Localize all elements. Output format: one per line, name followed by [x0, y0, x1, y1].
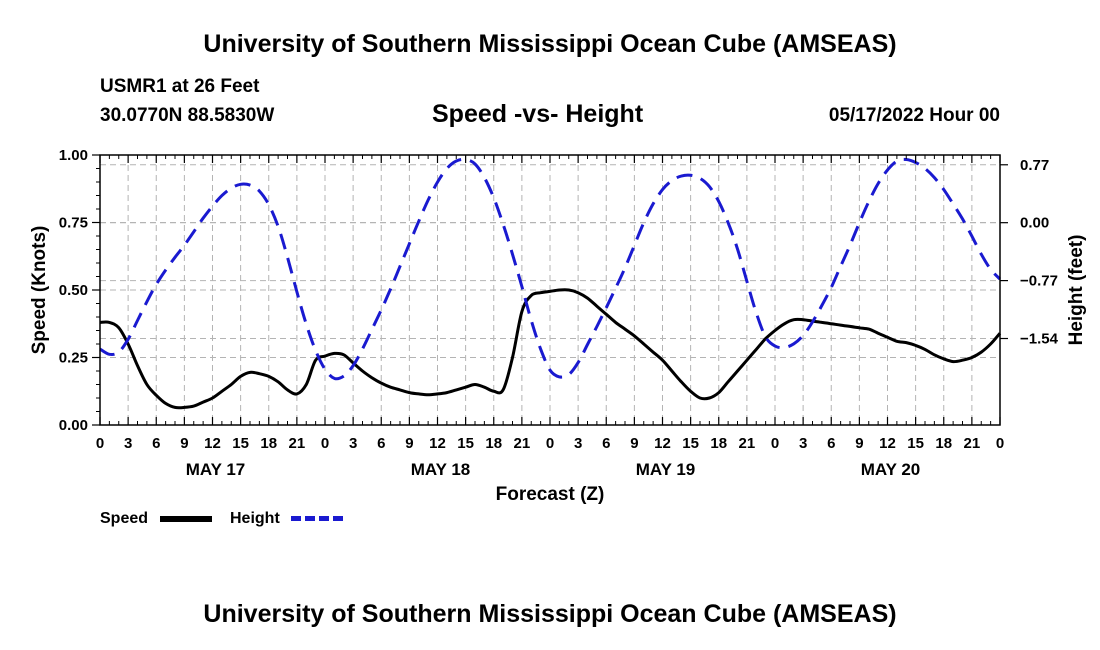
x-tick-label: 0 — [771, 435, 779, 452]
x-tick-label: 3 — [349, 435, 357, 452]
x-tick-label: 9 — [405, 435, 413, 452]
x-tick-label: 12 — [429, 435, 446, 452]
x-tick-label: 6 — [377, 435, 385, 452]
x-tick-label: 9 — [630, 435, 638, 452]
y2-tick-label: 0.77 — [1020, 157, 1049, 174]
grid — [100, 155, 1000, 425]
x-tick-label: 6 — [827, 435, 835, 452]
y-tick-label: 0.50 — [59, 282, 88, 299]
x-tick-label: 0 — [546, 435, 554, 452]
legend-height-swatch — [291, 516, 343, 521]
x-tick-label: 18 — [260, 435, 277, 452]
x-tick-label: 21 — [739, 435, 756, 452]
legend-height-label: Height — [230, 510, 280, 527]
height-series-line — [99, 157, 1002, 381]
y-tick-label: 1.00 — [59, 147, 88, 164]
x-tick-label: 9 — [855, 435, 863, 452]
x-tick-label: 3 — [124, 435, 132, 452]
day-label: MAY 20 — [861, 460, 921, 479]
x-tick-label: 12 — [204, 435, 221, 452]
day-label: MAY 19 — [636, 460, 696, 479]
y2-tick-label: −1.54 — [1020, 331, 1059, 348]
day-label: MAY 17 — [186, 460, 246, 479]
y-tick-label: 0.00 — [59, 417, 88, 434]
legend-speed-swatch — [160, 516, 212, 522]
x-axis-title: Forecast (Z) — [496, 484, 605, 505]
y-tick-label: 0.25 — [59, 350, 88, 367]
x-tick-label: 6 — [602, 435, 610, 452]
y2-tick-label: −0.77 — [1020, 273, 1058, 290]
y-axis-title: Speed (Knots) — [29, 226, 50, 355]
x-tick-label: 21 — [514, 435, 531, 452]
y-tick-label: 0.75 — [59, 215, 88, 232]
y2-axis-title: Height (feet) — [1066, 235, 1087, 346]
x-tick-label: 0 — [96, 435, 104, 452]
legend-speed-label: Speed — [100, 510, 149, 527]
axes: 0 3 6 9 12 15 18 21 0 3 6 9 12 15 18 21 0 3 6 9 12 15 18 21 0 3 6 9… — [59, 147, 1059, 479]
day-label: MAY 18 — [411, 460, 471, 479]
x-tick-label: 18 — [935, 435, 952, 452]
x-tick-label: 15 — [907, 435, 924, 452]
page-title: University of Southern Mississippi Ocean… — [203, 30, 897, 58]
x-tick-label: 21 — [964, 435, 981, 452]
x-tick-label: 15 — [682, 435, 699, 452]
station-label: USMR1 at 26 Feet — [100, 76, 260, 97]
x-tick-label: 15 — [457, 435, 474, 452]
x-tick-label: 0 — [996, 435, 1004, 452]
footer-title: University of Southern Mississippi Ocean… — [203, 600, 897, 628]
forecast-date: 05/17/2022 Hour 00 — [828, 105, 1000, 126]
y2-tick-label: 0.00 — [1020, 215, 1049, 232]
x-tick-label: 12 — [879, 435, 896, 452]
chart-subtitle: Speed -vs- Height — [432, 100, 644, 128]
x-tick-label: 18 — [485, 435, 502, 452]
x-tick-label: 15 — [232, 435, 249, 452]
x-tick-label: 9 — [180, 435, 188, 452]
x-tick-label: 3 — [799, 435, 807, 452]
speed-series-line — [99, 288, 1002, 410]
station-coords: 30.0770N 88.5830W — [100, 105, 275, 126]
x-tick-label: 6 — [152, 435, 160, 452]
series-layer — [99, 157, 1002, 410]
x-tick-label: 0 — [321, 435, 329, 452]
x-tick-label: 18 — [710, 435, 727, 452]
x-tick-label: 12 — [654, 435, 671, 452]
x-tick-label: 21 — [289, 435, 306, 452]
x-tick-label: 3 — [574, 435, 582, 452]
